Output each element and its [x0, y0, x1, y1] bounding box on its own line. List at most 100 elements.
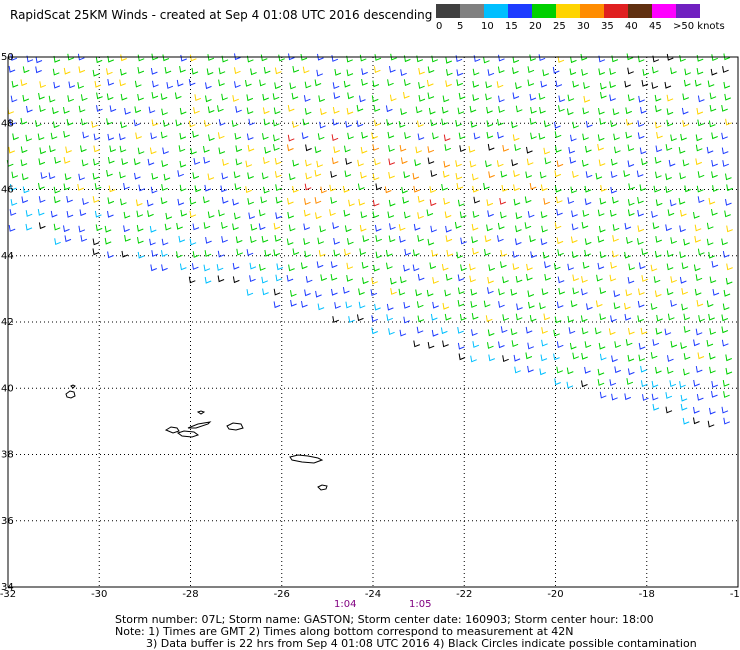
wind-barb	[432, 301, 439, 309]
wind-barb	[655, 171, 662, 179]
wind-barb	[460, 237, 467, 245]
wind-barb	[107, 133, 115, 141]
wind-barb	[497, 131, 504, 139]
wind-barb	[11, 171, 19, 179]
wind-barb	[356, 104, 364, 112]
wind-barb	[247, 198, 254, 205]
wind-barb	[373, 264, 380, 272]
wind-barb	[52, 68, 60, 76]
wind-barb	[539, 107, 546, 114]
wind-barb	[413, 223, 421, 231]
wind-barb	[264, 249, 272, 257]
wind-barb	[444, 289, 451, 297]
wind-barb	[39, 147, 47, 155]
wind-barb	[530, 107, 537, 114]
wind-barb	[137, 94, 144, 101]
wind-barb	[150, 132, 157, 140]
wind-barb	[221, 93, 228, 101]
wind-barb	[207, 173, 215, 181]
wind-barb	[614, 146, 621, 154]
wind-barb	[106, 170, 113, 177]
wind-barb	[388, 328, 395, 335]
wind-barb	[7, 107, 14, 115]
wind-barb	[220, 185, 228, 193]
wind-barb	[696, 300, 704, 307]
wind-barb	[417, 274, 425, 281]
wind-barb	[595, 172, 603, 180]
wind-barb	[63, 183, 71, 191]
wind-barbs	[6, 53, 733, 428]
wind-barb	[80, 94, 88, 101]
wind-barb	[457, 199, 465, 207]
wind-barb	[697, 171, 705, 178]
wind-barb	[487, 287, 494, 294]
x-tick-label: -26	[274, 589, 290, 600]
wind-barb	[11, 80, 19, 88]
wind-barb	[680, 403, 688, 411]
legend-label: 30	[577, 21, 590, 32]
wind-barb	[554, 316, 562, 324]
wind-barb	[10, 184, 17, 191]
wind-barb	[656, 132, 663, 139]
wind-barb	[540, 80, 548, 88]
wind-barb	[610, 262, 617, 269]
wind-barb	[594, 327, 602, 335]
wind-barb	[470, 120, 478, 128]
wind-barb	[193, 107, 200, 114]
axis-tick-labels: -32 -30 -28 -26 -24 -22 -20 -18 -16 50 48 46 44 42 40 3…	[0, 52, 740, 600]
wind-barb	[572, 80, 579, 88]
wind-barb	[670, 237, 677, 244]
wind-barb	[512, 263, 520, 271]
wind-barb	[470, 301, 478, 308]
wind-barb	[385, 105, 393, 113]
wind-barb	[427, 342, 435, 349]
wind-barb	[637, 238, 644, 245]
wind-barb	[442, 340, 449, 348]
wind-barb	[273, 301, 281, 309]
wind-barb	[68, 81, 76, 89]
wind-barb	[235, 106, 242, 113]
legend-label: 25	[553, 21, 566, 32]
y-tick-label: 38	[1, 450, 14, 461]
wind-barb	[583, 82, 590, 89]
wind-barb	[558, 95, 566, 103]
wind-barb	[372, 199, 380, 207]
wind-barb	[137, 251, 145, 259]
wind-barb	[304, 108, 312, 115]
wind-barb	[314, 79, 322, 87]
wind-barb	[599, 313, 606, 321]
wind-barb	[305, 159, 312, 167]
wind-barb	[386, 303, 394, 311]
wind-barb	[654, 290, 662, 298]
y-tick-label: 42	[1, 317, 14, 328]
wind-barb	[207, 54, 215, 61]
wind-barb	[304, 250, 311, 258]
y-tick-label: 46	[1, 185, 14, 196]
wind-barb	[567, 315, 575, 323]
wind-barb	[694, 235, 701, 243]
wind-barb	[357, 183, 365, 191]
wind-barb	[133, 158, 141, 166]
wind-barb	[609, 379, 617, 386]
wind-barb	[665, 144, 673, 151]
wind-barb	[683, 326, 691, 333]
wind-barb	[612, 235, 619, 242]
wind-barb	[554, 131, 562, 138]
wind-barb	[38, 222, 46, 230]
wind-barb	[137, 67, 145, 74]
wind-barb	[91, 121, 98, 128]
wind-barb	[624, 222, 632, 230]
wind-barb	[460, 264, 467, 272]
wind-barb	[385, 249, 393, 257]
wind-barb	[8, 225, 16, 232]
island-corvo	[70, 384, 76, 389]
wind-barb	[176, 251, 183, 258]
wind-barb	[262, 133, 269, 140]
wind-barb	[516, 303, 523, 311]
wind-barb	[203, 157, 210, 164]
wind-barb	[261, 236, 269, 243]
wind-barb	[486, 131, 494, 139]
wind-barb	[221, 236, 228, 243]
wind-barb	[724, 93, 731, 101]
wind-barb	[149, 238, 156, 246]
